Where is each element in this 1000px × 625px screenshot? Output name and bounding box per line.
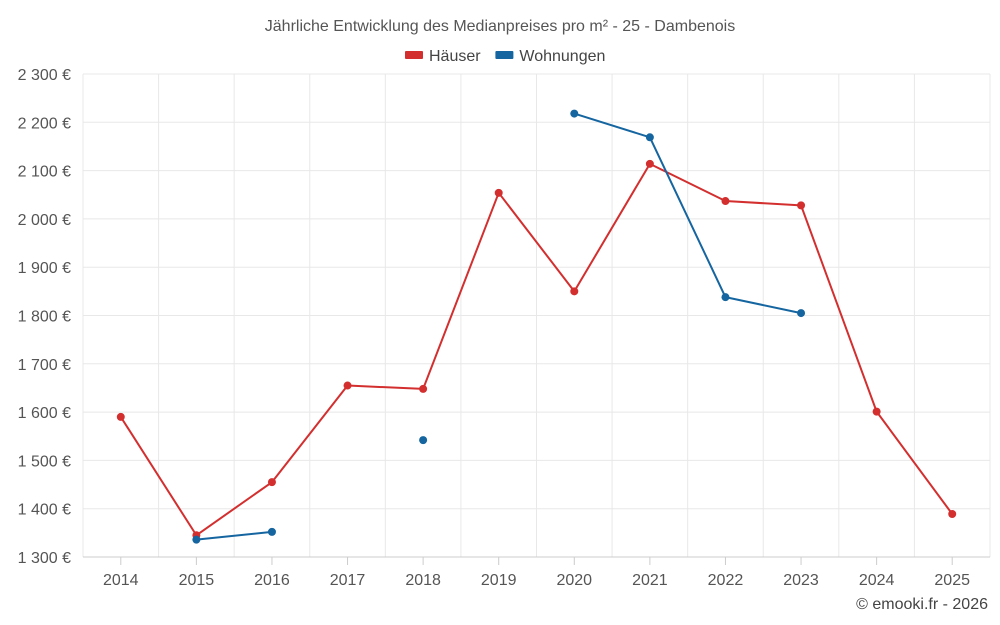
axes: 1 300 € 1 400 € 1 500 € 1 600 € 1 700 € 1 800… xyxy=(18,67,990,589)
grid xyxy=(82,73,991,558)
y-tick-label: 1 500 € xyxy=(18,453,71,470)
data-point[interactable] xyxy=(645,159,654,168)
legend-swatch xyxy=(405,51,423,59)
data-point[interactable] xyxy=(797,309,806,318)
series-line xyxy=(119,162,954,537)
x-tick-label: 2020 xyxy=(556,572,592,589)
data-point[interactable] xyxy=(419,384,428,393)
data-point[interactable] xyxy=(419,436,428,445)
data-point[interactable] xyxy=(645,133,654,142)
chart-title: Jährliche Entwicklung des Medianpreises … xyxy=(265,18,735,35)
y-tick-label: 2 200 € xyxy=(18,115,71,132)
x-tick-label: 2018 xyxy=(405,572,441,589)
series-wohnungen xyxy=(192,109,806,544)
data-point[interactable] xyxy=(267,527,276,536)
x-tick-label: 2025 xyxy=(934,572,970,589)
data-point[interactable] xyxy=(570,109,579,118)
x-tick-label: 2021 xyxy=(632,572,668,589)
data-point[interactable] xyxy=(872,407,881,416)
x-tick-label: 2022 xyxy=(708,572,744,589)
x-tick-label: 2015 xyxy=(179,572,215,589)
data-point[interactable] xyxy=(948,510,957,519)
data-point[interactable] xyxy=(494,188,503,197)
x-tick-label: 2017 xyxy=(330,572,366,589)
series-line xyxy=(196,530,273,541)
data-point[interactable] xyxy=(192,535,201,544)
data-point[interactable] xyxy=(721,293,730,302)
data-point[interactable] xyxy=(267,478,276,487)
legend-item-wohnungen[interactable]: Wohnungen xyxy=(495,48,605,65)
series xyxy=(116,109,957,544)
y-tick-label: 2 100 € xyxy=(18,164,71,181)
credit-text: © emooki.fr - 2026 xyxy=(856,596,988,613)
legend-swatch xyxy=(495,51,514,59)
y-tick-label: 2 300 € xyxy=(18,67,71,84)
legend[interactable]: Häuser Wohnungen xyxy=(405,48,605,65)
legend-label: Häuser xyxy=(429,48,481,65)
x-tick-label: 2024 xyxy=(859,572,895,589)
data-point[interactable] xyxy=(343,381,352,390)
data-point[interactable] xyxy=(797,201,806,210)
x-tick-label: 2019 xyxy=(481,572,517,589)
legend-item-haeuser[interactable]: Häuser xyxy=(405,48,481,65)
y-tick-label: 1 300 € xyxy=(18,550,71,567)
y-tick-label: 1 800 € xyxy=(18,309,71,326)
data-point[interactable] xyxy=(570,287,579,296)
legend-label: Wohnungen xyxy=(519,48,605,65)
y-tick-label: 1 700 € xyxy=(18,357,71,374)
y-tick-label: 1 400 € xyxy=(18,502,71,519)
y-tick-label: 2 000 € xyxy=(18,212,71,229)
x-tick-label: 2014 xyxy=(103,572,139,589)
series-line xyxy=(573,112,802,315)
data-point[interactable] xyxy=(116,412,125,421)
y-tick-label: 1 600 € xyxy=(18,405,71,422)
y-tick-label: 1 900 € xyxy=(18,260,71,277)
x-tick-label: 2023 xyxy=(783,572,819,589)
x-tick-label: 2016 xyxy=(254,572,290,589)
data-point[interactable] xyxy=(721,197,730,206)
